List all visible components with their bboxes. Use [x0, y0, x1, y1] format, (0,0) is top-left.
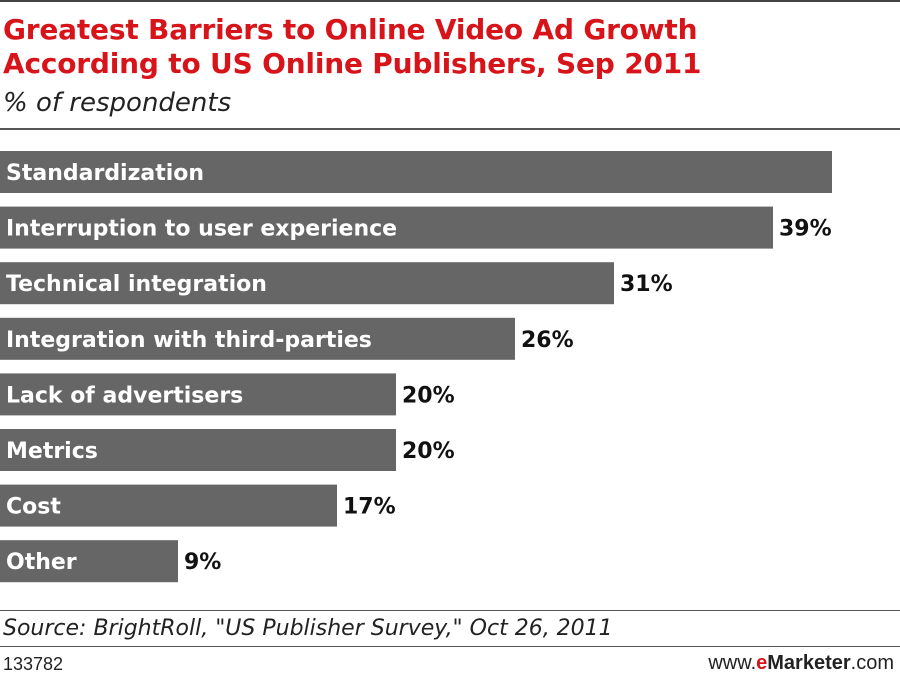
- value-label-1: 39%: [779, 217, 832, 242]
- bar-chart: Standardization 42% Interruption to user e…: [0, 151, 888, 583]
- value-label-6: 17%: [343, 495, 396, 520]
- chart-title-line-1: Greatest Barriers to Online Video Ad Gro…: [3, 13, 698, 46]
- brand-prefix: www.: [708, 652, 757, 674]
- bar-5: [0, 429, 396, 471]
- source-divider: [0, 646, 900, 647]
- chart-title: Greatest Barriers to Online Video Ad Gro…: [3, 13, 893, 81]
- source-note: Source: BrightRoll, "US Publisher Survey…: [3, 616, 613, 641]
- category-label-0: Standardization: [6, 161, 204, 186]
- bar-6: [0, 484, 337, 527]
- value-label-4: 20%: [402, 383, 455, 408]
- value-label-3: 26%: [521, 328, 574, 353]
- bar-4: [0, 373, 396, 416]
- category-label-7: Other: [6, 550, 77, 575]
- chart-bottom-divider: [0, 610, 900, 611]
- value-label-2: 31%: [620, 272, 673, 297]
- value-label-7: 9%: [184, 550, 221, 575]
- bar-7: [0, 540, 178, 583]
- bar-2: [0, 262, 614, 305]
- brand-accent: e: [756, 652, 768, 674]
- chart-id: 133782: [3, 654, 64, 674]
- bar-3: [0, 317, 515, 360]
- chart-title-line-2: According to US Online Publishers, Sep 2…: [3, 47, 702, 80]
- category-label-5: Metrics: [6, 439, 98, 464]
- brand-name: Marketer: [767, 652, 851, 674]
- value-label-0: 42%: [835, 161, 888, 186]
- category-label-1: Interruption to user experience: [6, 217, 397, 242]
- category-label-4: Lack of advertisers: [6, 383, 243, 408]
- brand-logo: www.eMarketer.com: [708, 650, 894, 676]
- bar-1: [0, 206, 773, 249]
- chart-subtitle: % of respondents: [3, 88, 232, 118]
- bar-0: [0, 151, 832, 193]
- brand-suffix: .com: [850, 652, 894, 674]
- category-label-3: Integration with third-parties: [6, 328, 372, 353]
- category-label-2: Technical integration: [6, 272, 267, 297]
- header-divider: [0, 128, 900, 130]
- value-label-5: 20%: [402, 439, 455, 464]
- top-border: [0, 0, 900, 2]
- category-label-6: Cost: [6, 495, 61, 520]
